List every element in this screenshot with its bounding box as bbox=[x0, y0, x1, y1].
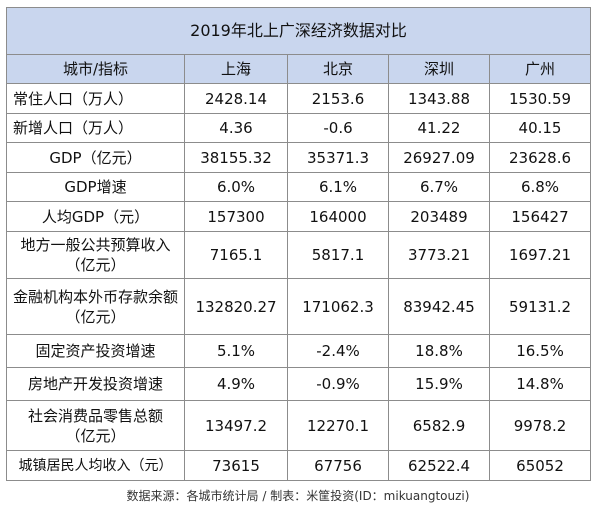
cell-value: 1530.59 bbox=[488, 83, 592, 114]
cell-value: 9978.2 bbox=[488, 400, 592, 451]
cell-value: 67756 bbox=[287, 450, 389, 481]
table-title: 2019年北上广深经济数据对比 bbox=[5, 7, 592, 55]
row-label: 金融机构本外币存款余额 （亿元） bbox=[6, 278, 185, 335]
table-row: GDP（亿元） 38155.32 35371.3 26927.09 23628.… bbox=[6, 142, 592, 173]
cell-value: 5.1% bbox=[184, 334, 288, 368]
header-shenzhen: 深圳 bbox=[388, 54, 490, 84]
cell-value: 13497.2 bbox=[184, 400, 288, 451]
cell-value: 73615 bbox=[184, 450, 288, 481]
cell-value: 41.22 bbox=[388, 113, 490, 143]
cell-value: -0.9% bbox=[287, 367, 389, 401]
row-label-line: （亿元） bbox=[65, 426, 126, 445]
header-shanghai: 上海 bbox=[184, 54, 288, 84]
cell-value: 3773.21 bbox=[388, 231, 490, 279]
table-row: 地方一般公共预算收入 （亿元） 7165.1 5817.1 3773.21 16… bbox=[6, 231, 592, 279]
table-row: 金融机构本外币存款余额 （亿元） 132820.27 171062.3 8394… bbox=[6, 278, 592, 335]
cell-value: 65052 bbox=[488, 450, 592, 481]
cell-value: 6.0% bbox=[184, 172, 288, 202]
cell-value: 6.8% bbox=[488, 172, 592, 202]
header-city-indicator: 城市/指标 bbox=[6, 54, 185, 84]
row-label-line: 地方一般公共预算收入 bbox=[20, 236, 171, 254]
row-label: 城镇居民人均收入（元） bbox=[6, 450, 185, 481]
cell-value: 2153.6 bbox=[287, 83, 389, 114]
row-label-line: 金融机构本外币存款余额 bbox=[12, 287, 178, 306]
cell-value: 132820.27 bbox=[184, 278, 288, 335]
row-label: 房地产开发投资增速 bbox=[6, 367, 185, 401]
cell-value: 2428.14 bbox=[184, 83, 288, 114]
table-row: 社会消费品零售总额 （亿元） 13497.2 12270.1 6582.9 99… bbox=[6, 400, 592, 451]
cell-value: 157300 bbox=[184, 201, 288, 232]
cell-value: 12270.1 bbox=[287, 400, 389, 451]
cell-value: 59131.2 bbox=[488, 278, 592, 335]
cell-value: 6582.9 bbox=[388, 400, 490, 451]
cell-value: 171062.3 bbox=[287, 278, 389, 335]
cell-value: -2.4% bbox=[287, 334, 389, 368]
row-label: 常住人口（万人） bbox=[6, 83, 185, 114]
header-guangzhou: 广州 bbox=[488, 54, 592, 84]
cell-value: 18.8% bbox=[388, 334, 490, 368]
cell-value: 156427 bbox=[488, 201, 592, 232]
cell-value: 203489 bbox=[388, 201, 490, 232]
row-label-line: （亿元） bbox=[65, 307, 126, 326]
cell-value: 40.15 bbox=[488, 113, 592, 143]
row-label-line: 社会消费品零售总额 bbox=[27, 406, 163, 425]
cell-value: 15.9% bbox=[388, 367, 490, 401]
table-row: 新增人口（万人） 4.36 -0.6 41.22 40.15 bbox=[6, 113, 592, 143]
cell-value: 7165.1 bbox=[184, 231, 288, 279]
cell-value: 38155.32 bbox=[184, 142, 288, 173]
row-label: 地方一般公共预算收入 （亿元） bbox=[6, 231, 185, 279]
row-label: GDP（亿元） bbox=[6, 142, 185, 173]
cell-value: 6.7% bbox=[388, 172, 490, 202]
row-label: 人均GDP（元） bbox=[6, 201, 185, 232]
table-row: 固定资产投资增速 5.1% -2.4% 18.8% 16.5% bbox=[6, 334, 592, 368]
table-row: 人均GDP（元） 157300 164000 203489 156427 bbox=[6, 201, 592, 232]
row-label: 固定资产投资增速 bbox=[6, 334, 185, 368]
table-row: 房地产开发投资增速 4.9% -0.9% 15.9% 14.8% bbox=[6, 367, 592, 401]
row-label: 社会消费品零售总额 （亿元） bbox=[6, 400, 185, 451]
row-label-line: （亿元） bbox=[65, 256, 126, 274]
comparison-table-wrap: 2019年北上广深经济数据对比 城市/指标 上海 北京 深圳 广州 常住人口（万… bbox=[5, 7, 592, 481]
source-footer: 数据来源：各城市统计局 / 制表：米筐投资(ID：mikuangtouzi) bbox=[126, 489, 470, 503]
cell-value: 83942.45 bbox=[388, 278, 490, 335]
header-beijing: 北京 bbox=[287, 54, 389, 84]
cell-value: 4.9% bbox=[184, 367, 288, 401]
cell-value: 26927.09 bbox=[388, 142, 490, 173]
cell-value: 23628.6 bbox=[488, 142, 592, 173]
table-row: 城镇居民人均收入（元） 73615 67756 62522.4 65052 bbox=[6, 450, 592, 481]
cell-value: 62522.4 bbox=[388, 450, 490, 481]
cell-value: 1343.88 bbox=[388, 83, 490, 114]
table-row: 常住人口（万人） 2428.14 2153.6 1343.88 1530.59 bbox=[6, 83, 592, 114]
cell-value: 16.5% bbox=[488, 334, 592, 368]
cell-value: 1697.21 bbox=[488, 231, 592, 279]
cell-value: 5817.1 bbox=[287, 231, 389, 279]
table-row: GDP增速 6.0% 6.1% 6.7% 6.8% bbox=[6, 172, 592, 202]
cell-value: 164000 bbox=[287, 201, 389, 232]
cell-value: 14.8% bbox=[488, 367, 592, 401]
cell-value: 6.1% bbox=[287, 172, 389, 202]
cell-value: 35371.3 bbox=[287, 142, 389, 173]
row-label: 新增人口（万人） bbox=[6, 113, 185, 143]
cell-value: -0.6 bbox=[287, 113, 389, 143]
city-economy-table: 2019年北上广深经济数据对比 城市/指标 上海 北京 深圳 广州 常住人口（万… bbox=[5, 7, 592, 481]
cell-value: 4.36 bbox=[184, 113, 288, 143]
row-label: GDP增速 bbox=[6, 172, 185, 202]
